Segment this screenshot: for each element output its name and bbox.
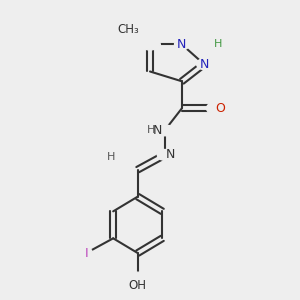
Ellipse shape: [158, 149, 172, 160]
Text: H: H: [214, 40, 222, 50]
Text: O: O: [215, 102, 225, 115]
Ellipse shape: [175, 39, 189, 50]
Text: N: N: [166, 148, 175, 161]
Text: N: N: [199, 58, 209, 70]
Text: OH: OH: [129, 279, 147, 292]
Text: CH₃: CH₃: [117, 23, 139, 36]
Ellipse shape: [196, 59, 211, 70]
Ellipse shape: [206, 103, 221, 114]
Ellipse shape: [155, 125, 175, 136]
Ellipse shape: [80, 248, 92, 259]
Ellipse shape: [140, 39, 160, 50]
Text: N: N: [152, 124, 162, 137]
Text: H: H: [146, 125, 155, 135]
Ellipse shape: [128, 272, 147, 283]
Text: I: I: [84, 247, 88, 260]
Text: N: N: [177, 38, 187, 51]
Text: H: H: [107, 152, 116, 162]
